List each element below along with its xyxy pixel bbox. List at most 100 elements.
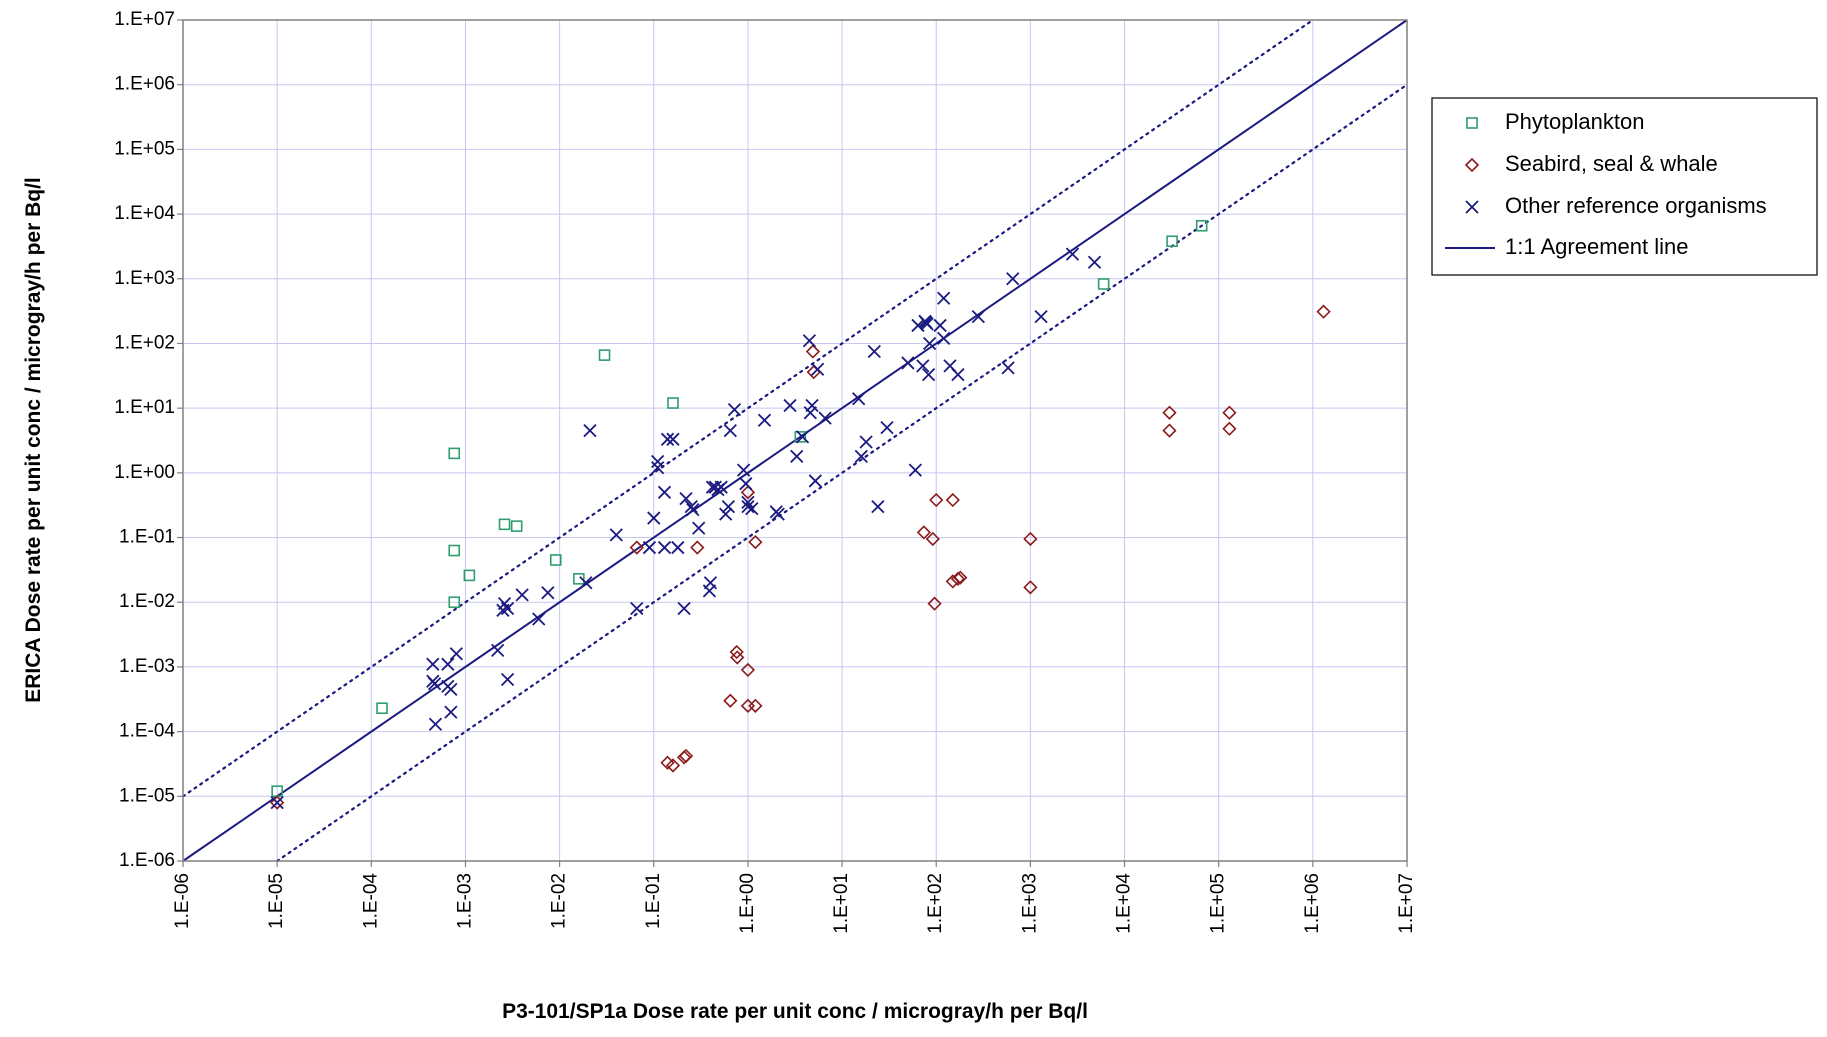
other-organism-point: [583, 423, 597, 438]
legend-x-swatch: [1465, 200, 1479, 214]
other-organism-point: [721, 500, 736, 514]
other-organism-point: [427, 677, 442, 691]
phytoplankton-point: [498, 518, 511, 531]
legend: Phytoplankton Seabird, seal & whale Other …: [1431, 97, 1818, 276]
other-organism-point: [723, 423, 737, 438]
other-organism-point: [790, 449, 804, 463]
legend-label: Other reference organisms: [1505, 193, 1767, 218]
other-organism-point: [971, 309, 985, 324]
other-organism-point: [741, 495, 755, 509]
other-organism-point: [736, 463, 751, 477]
seabird-point: [748, 534, 763, 550]
other-organism-point: [270, 795, 284, 810]
phytoplankton-point: [448, 544, 461, 557]
y-axis-ticks: 1.E-06 1.E-05 1.E-04 1.E-03 1.E-02 1.E-01 1.E+…: [114, 9, 183, 871]
other-organism-point: [745, 501, 759, 516]
y-tick-label: 1.E+03: [114, 268, 175, 289]
phytoplankton-point: [463, 569, 476, 582]
phytoplankton-point: [1166, 235, 1178, 248]
seabird-point: [1023, 531, 1038, 547]
y-axis-title: ERICA Dose rate per unit conc / microgra…: [22, 177, 45, 703]
other-organism-point: [449, 647, 463, 661]
seabird-point: [1316, 304, 1331, 319]
other-organism-point: [1001, 361, 1015, 375]
seabird-point: [730, 650, 745, 665]
other-organism-point: [541, 586, 555, 600]
other-organism-point: [515, 588, 529, 602]
phytoplankton-point: [549, 554, 562, 566]
y-tick-label: 1.E+00: [114, 462, 175, 483]
other-organism-point: [871, 500, 885, 514]
x-tick-label: 1.E+03: [1019, 873, 1040, 934]
seabird-point: [748, 698, 763, 714]
seabird-point: [1222, 405, 1237, 420]
other-organism-point: [1065, 247, 1080, 261]
other-organism-point: [783, 398, 797, 413]
y-tick-label: 1.E+01: [114, 397, 175, 418]
other-organism-point: [908, 463, 922, 477]
other-organism-point: [444, 705, 458, 719]
other-organism-point: [426, 657, 440, 671]
grid-lines: [183, 20, 1407, 861]
other-organism-point: [1034, 309, 1048, 324]
other-organism-point: [679, 491, 693, 506]
other-organism-point: [500, 672, 515, 687]
seabird-point: [740, 662, 756, 678]
x-tick-label: 1.E-04: [360, 873, 381, 929]
x-tick-label: 1.E-05: [266, 873, 287, 929]
phytoplankton-point: [448, 596, 461, 609]
other-organism-point: [532, 612, 546, 626]
phytoplankton-point: [667, 397, 679, 409]
x-tick-label: 1.E+07: [1396, 873, 1417, 934]
other-organism-point: [609, 528, 623, 542]
other-organism-point: [1087, 255, 1102, 269]
y-tick-label: 1.E+02: [114, 332, 175, 353]
x-tick-label: 1.E+01: [831, 873, 852, 934]
legend-box: [1431, 97, 1818, 276]
seabird-point: [729, 644, 744, 660]
seabird-point: [1162, 405, 1177, 420]
phytoplankton-point: [1097, 278, 1110, 290]
other-organism-point: [818, 411, 832, 425]
seabird-point: [1023, 580, 1038, 595]
other-organism-point: [933, 318, 947, 333]
other-organism-point: [719, 507, 733, 521]
other-organism-point: [951, 367, 965, 382]
other-organism-point: [714, 480, 728, 494]
other-organism-point: [810, 362, 825, 376]
seabird-point: [929, 492, 944, 508]
seabird-point: [723, 693, 738, 708]
y-tick-label: 1.E-03: [119, 656, 175, 677]
y-tick-label: 1.E+06: [114, 74, 175, 95]
other-organism-point: [660, 432, 675, 446]
legend-items: Phytoplankton Seabird, seal & whale Other …: [1445, 109, 1767, 259]
x-axis-title: P3-101/SP1a Dose rate per unit conc / mi…: [502, 1000, 1088, 1023]
legend-square-swatch: [1466, 117, 1478, 129]
x-tick-label: 1.E+04: [1114, 873, 1135, 934]
other-organism-point: [642, 540, 657, 555]
factor-ten-line: [276, 83, 1409, 863]
seabird-point: [945, 492, 960, 508]
other-organism-point: [795, 430, 810, 444]
other-organism-point: [922, 336, 937, 351]
y-tick-label: 1.E-06: [119, 850, 175, 871]
other-organism-point: [852, 392, 866, 406]
y-tick-label: 1.E+05: [114, 138, 175, 159]
other-organism-point: [630, 601, 644, 616]
other-organism-point: [901, 356, 915, 370]
seabird-point: [950, 571, 966, 586]
other-organism-point: [666, 432, 680, 446]
other-organism-point: [684, 500, 698, 514]
x-tick-label: 1.E+00: [737, 873, 758, 934]
legend-diamond-swatch: [1464, 157, 1480, 173]
phytoplankton-point: [448, 447, 461, 460]
other-organism-point: [647, 511, 661, 525]
phytoplankton-point: [510, 520, 523, 532]
other-organism-point: [757, 413, 772, 427]
other-organism-point: [921, 367, 936, 382]
phytoplankton-point: [598, 349, 611, 361]
legend-label: Seabird, seal & whale: [1505, 151, 1718, 176]
y-tick-label: 1.E-02: [119, 591, 175, 612]
phytoplankton-point: [794, 431, 807, 443]
